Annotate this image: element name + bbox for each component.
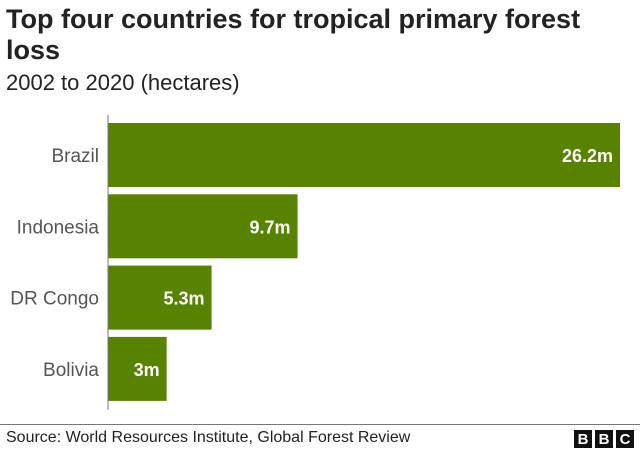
category-label: DR Congo [10,289,99,310]
bar-dr-congo [108,265,212,330]
source-text: Source: World Resources Institute, Globa… [6,429,411,446]
category-label: Bolivia [43,360,99,381]
bar-brazil [108,123,620,187]
bar-chart: Brazil 26.2m Indonesia 9.7m DR Congo 5.3m Boli… [10,115,620,410]
data-label: 3m [134,360,160,380]
footer-divider [0,424,640,425]
chart-title: Top four countries for tropical primary … [6,4,581,65]
category-label: Indonesia [17,217,100,238]
data-label: 5.3m [164,289,205,309]
data-label: 9.7m [250,217,291,237]
data-label: 26.2m [562,146,613,166]
bar-indonesia [108,194,298,259]
bar-bolivia [108,336,167,401]
chart-subtitle: 2002 to 2020 (hectares) [6,70,240,95]
category-label: Brazil [51,146,99,167]
